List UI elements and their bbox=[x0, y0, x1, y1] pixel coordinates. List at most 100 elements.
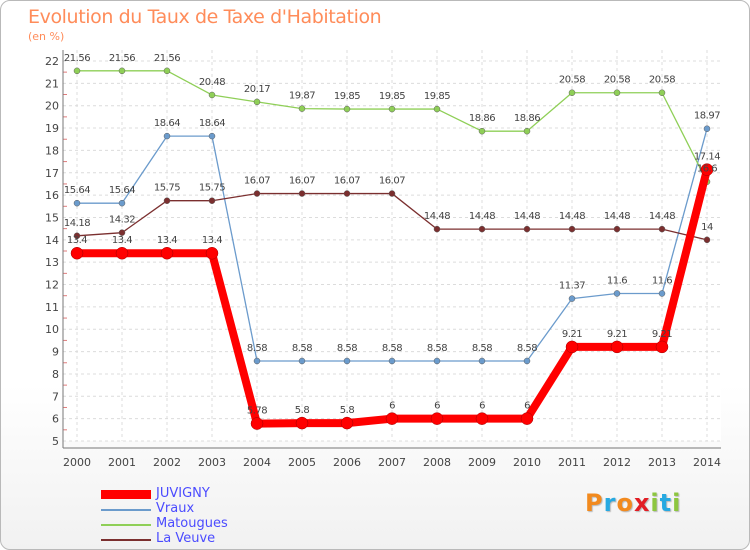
data-point bbox=[250, 417, 264, 430]
y-tick-label: 12 bbox=[45, 279, 59, 292]
data-label: 5.78 bbox=[247, 406, 267, 417]
data-label: 18.64 bbox=[199, 118, 225, 129]
data-label: 13.4 bbox=[112, 235, 132, 246]
data-point bbox=[340, 416, 354, 430]
data-label: 13.4 bbox=[67, 235, 87, 246]
x-tick-label: 2013 bbox=[648, 456, 676, 469]
legend-swatch bbox=[101, 538, 151, 541]
data-label: 11.6 bbox=[607, 275, 627, 286]
data-point bbox=[388, 357, 396, 365]
data-label: 18.86 bbox=[469, 113, 495, 124]
data-label: 15.64 bbox=[109, 185, 135, 196]
data-point bbox=[295, 416, 309, 430]
data-point bbox=[163, 132, 171, 140]
y-tick-label: 5 bbox=[52, 435, 59, 448]
chart-title: Evolution du Taux de Taxe d'Habitation bbox=[28, 6, 382, 28]
data-point bbox=[208, 197, 216, 204]
data-point bbox=[568, 225, 576, 233]
data-point bbox=[658, 225, 666, 233]
data-label: 19.85 bbox=[334, 91, 360, 102]
data-point bbox=[568, 89, 576, 96]
data-label: 6 bbox=[434, 401, 440, 412]
legend-label: JUVIGNY bbox=[156, 486, 210, 501]
data-point bbox=[523, 225, 531, 233]
data-point bbox=[703, 125, 711, 132]
data-point bbox=[298, 357, 306, 365]
data-label: 8.58 bbox=[337, 343, 357, 354]
data-label: 8.58 bbox=[292, 343, 312, 354]
data-label: 6 bbox=[479, 401, 485, 412]
data-point bbox=[160, 246, 174, 260]
data-label: 18.97 bbox=[694, 111, 720, 122]
y-tick-label: 10 bbox=[45, 323, 59, 336]
data-point bbox=[478, 357, 486, 365]
data-label: 21.56 bbox=[64, 53, 90, 64]
data-point bbox=[253, 190, 261, 197]
x-tick-label: 2002 bbox=[153, 456, 181, 469]
data-label: 14.18 bbox=[64, 218, 90, 229]
y-tick-label: 8 bbox=[52, 368, 59, 381]
legend-swatch bbox=[101, 490, 151, 499]
x-tick-label: 2012 bbox=[603, 456, 631, 469]
data-point bbox=[565, 340, 579, 354]
data-label: 20.17 bbox=[244, 84, 270, 95]
data-point bbox=[475, 412, 489, 425]
x-tick-label: 2011 bbox=[558, 456, 586, 469]
x-tick-label: 2000 bbox=[63, 456, 91, 469]
data-point bbox=[163, 197, 171, 204]
data-point bbox=[208, 132, 216, 140]
data-point bbox=[343, 190, 351, 197]
data-point bbox=[388, 105, 396, 113]
data-point bbox=[118, 229, 126, 236]
data-point bbox=[478, 127, 486, 135]
data-label: 8.58 bbox=[247, 343, 267, 354]
data-label: 8.58 bbox=[517, 343, 537, 354]
data-point bbox=[655, 340, 669, 354]
y-tick-label: 18 bbox=[45, 144, 59, 157]
data-point bbox=[343, 105, 351, 113]
data-label: 20.48 bbox=[199, 77, 225, 88]
data-label: 9.21 bbox=[607, 329, 627, 340]
data-label: 21.56 bbox=[109, 53, 135, 64]
data-point bbox=[433, 357, 441, 365]
y-tick-label: 21 bbox=[45, 77, 59, 90]
data-label: 16.07 bbox=[334, 176, 360, 187]
data-label: 19.85 bbox=[379, 91, 405, 102]
data-point bbox=[613, 89, 621, 96]
data-label: 16.6 bbox=[697, 164, 717, 175]
data-point bbox=[430, 412, 444, 425]
data-label: 19.85 bbox=[424, 91, 450, 102]
x-tick-label: 2008 bbox=[423, 456, 451, 469]
legend-label: Matougues bbox=[156, 516, 228, 531]
data-point bbox=[388, 190, 396, 197]
data-label: 18.86 bbox=[514, 113, 540, 124]
legend-label: La Veuve bbox=[156, 531, 216, 546]
data-label: 16.07 bbox=[244, 176, 270, 187]
y-tick-label: 17 bbox=[45, 167, 59, 180]
data-label: 14 bbox=[701, 222, 713, 233]
data-point bbox=[298, 105, 306, 112]
data-label: 14.48 bbox=[559, 211, 585, 222]
data-label: 19.87 bbox=[289, 91, 315, 102]
y-tick-label: 15 bbox=[45, 211, 59, 224]
legend-label: Vraux bbox=[156, 501, 195, 516]
data-label: 11.37 bbox=[559, 281, 585, 292]
data-label: 9.21 bbox=[652, 329, 672, 340]
data-point bbox=[118, 67, 126, 75]
data-point bbox=[433, 225, 441, 233]
data-label: 5.8 bbox=[340, 405, 355, 416]
data-point bbox=[205, 246, 219, 260]
y-tick-label: 9 bbox=[52, 346, 59, 359]
data-label: 15.75 bbox=[199, 183, 225, 194]
data-point bbox=[658, 89, 666, 96]
y-tick-label: 6 bbox=[52, 413, 59, 426]
x-tick-label: 2004 bbox=[243, 456, 271, 469]
data-label: 8.58 bbox=[427, 343, 447, 354]
data-label: 16.07 bbox=[379, 176, 405, 187]
data-point bbox=[568, 295, 576, 302]
unit-label: (en %) bbox=[28, 30, 65, 43]
data-label: 14.48 bbox=[469, 211, 495, 222]
data-label: 6 bbox=[524, 401, 530, 412]
data-point bbox=[163, 67, 171, 75]
